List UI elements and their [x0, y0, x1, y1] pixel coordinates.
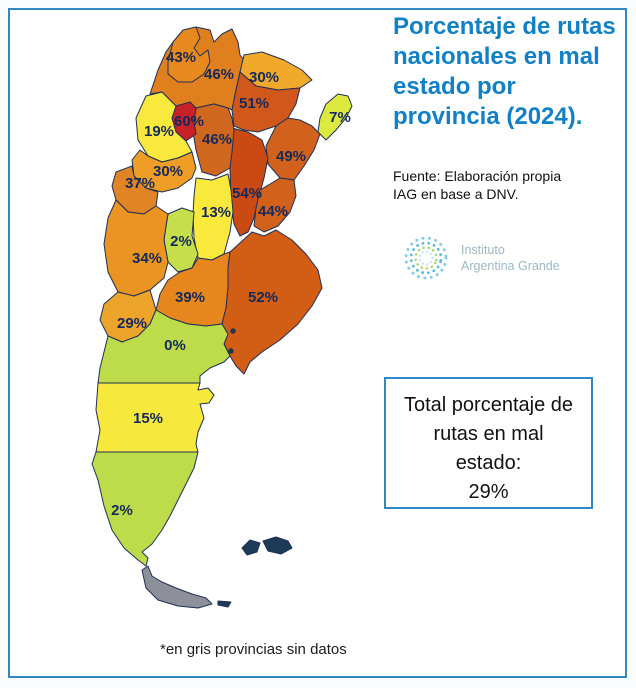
label-misiones: 7%	[329, 109, 351, 126]
institute-logo: Instituto Argentina Grande	[400, 232, 560, 284]
province-tierra-del-fuego	[141, 565, 213, 609]
province-santa-fe	[229, 127, 269, 237]
label-santa-fe: 54%	[232, 185, 262, 202]
total-summary-box: Total porcentaje de rutas en mal estado:…	[384, 377, 593, 509]
logo-text-line2: Argentina Grande	[461, 259, 560, 273]
total-summary-label: Total porcentaje de rutas en mal estado:	[403, 394, 573, 474]
label-rio-negro: 0%	[164, 337, 186, 354]
label-neuquen: 29%	[117, 315, 147, 332]
label-santa-cruz: 2%	[111, 502, 133, 519]
caba-coast-dot	[230, 328, 236, 334]
label-catamarca: 19%	[144, 123, 174, 140]
province-santa-cruz	[91, 451, 199, 567]
coast-islet-dot	[228, 348, 234, 354]
province-value-labels: 46% 43% 30% 51% 7% 49% 54% 46% 60% 19% 3…	[111, 49, 351, 519]
province-jujuy	[167, 26, 211, 83]
label-tucuman: 60%	[174, 113, 204, 130]
label-entre-rios: 44%	[258, 203, 288, 220]
label-san-juan: 37%	[125, 175, 155, 192]
logo-text: Instituto Argentina Grande	[461, 242, 560, 274]
label-chaco: 51%	[239, 95, 269, 112]
label-san-luis: 2%	[170, 233, 192, 250]
total-summary-value: 29%	[468, 481, 509, 503]
label-buenos-aires: 52%	[248, 289, 278, 306]
label-salta: 46%	[204, 66, 234, 83]
label-cordoba: 13%	[201, 204, 231, 221]
province-buenos-aires	[221, 229, 323, 375]
source-text: Fuente: Elaboración propia IAG en base a…	[393, 168, 562, 202]
province-la-rioja	[131, 149, 197, 193]
islas-malvinas	[241, 536, 293, 556]
label-la-pampa: 39%	[175, 289, 205, 306]
label-santiago-del-estero: 46%	[202, 131, 232, 148]
province-misiones	[317, 93, 353, 141]
label-corrientes: 49%	[276, 148, 306, 165]
gray-provinces-footnote: *en gris provincias sin datos	[160, 641, 347, 658]
label-la-rioja: 30%	[153, 163, 183, 180]
page-title: Porcentaje de rutas nacionales en mal es…	[393, 13, 616, 130]
label-mendoza: 34%	[132, 250, 162, 267]
province-mendoza	[103, 199, 169, 297]
province-entre-rios	[253, 177, 297, 233]
province-santiago-del-estero	[191, 103, 235, 177]
province-chubut	[95, 382, 215, 453]
label-formosa: 30%	[249, 69, 279, 86]
label-chubut: 15%	[133, 410, 163, 427]
province-rio-negro	[97, 309, 231, 384]
logo-dotted-circle-icon	[404, 236, 448, 280]
logo-text-line1: Instituto	[461, 243, 505, 257]
label-jujuy: 43%	[166, 49, 196, 66]
isla-de-los-estados	[217, 600, 232, 608]
